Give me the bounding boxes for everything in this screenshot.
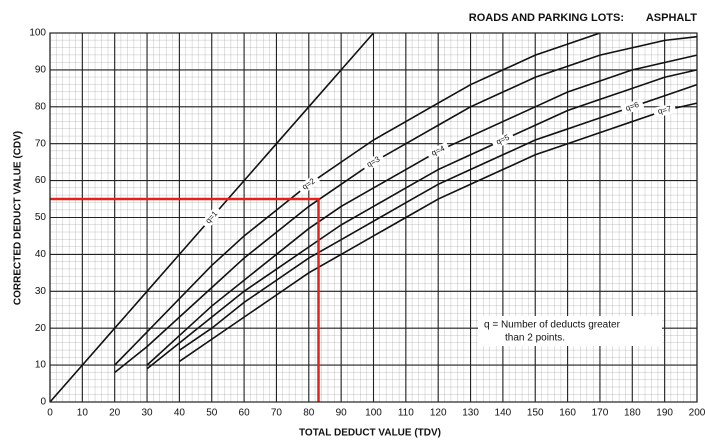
y-axis-title: CORRECTED DEDUCT VALUE (CDV) — [13, 131, 24, 305]
y-tick-label: 100 — [29, 28, 46, 39]
y-tick-label: 80 — [35, 101, 47, 112]
y-tick-label: 0 — [40, 397, 46, 408]
x-tick-label: 40 — [174, 408, 186, 419]
x-tick-label: 120 — [430, 408, 447, 419]
y-tick-label: 50 — [35, 212, 47, 223]
x-tick-label: 0 — [47, 408, 53, 419]
x-axis-title: TOTAL DEDUCT VALUE (TDV) — [299, 428, 441, 439]
note: q = Number of deducts greater than 2 poi… — [478, 316, 662, 346]
note-line: q = Number of deducts greater — [484, 320, 621, 331]
x-tick-label: 170 — [592, 408, 609, 419]
x-tick-label: 10 — [77, 408, 89, 419]
x-tick-label: 150 — [527, 408, 544, 419]
x-tick-label: 180 — [624, 408, 641, 419]
x-tick-label: 190 — [656, 408, 673, 419]
x-tick-label: 90 — [336, 408, 348, 419]
y-tick-label: 10 — [35, 360, 47, 371]
x-tick-label: 70 — [271, 408, 283, 419]
x-tick-label: 20 — [109, 408, 121, 419]
x-tick-label: 50 — [206, 408, 218, 419]
y-tick-label: 30 — [35, 286, 47, 297]
x-tick-label: 140 — [495, 408, 512, 419]
x-tick-label: 100 — [365, 408, 382, 419]
x-tick-label: 160 — [559, 408, 576, 419]
y-tick-label: 20 — [35, 323, 47, 334]
y-tick-label: 40 — [35, 249, 47, 260]
y-tick-label: 90 — [35, 65, 47, 76]
note-line: than 2 points. — [505, 333, 565, 344]
x-tick-label: 30 — [141, 408, 153, 419]
x-tick-label: 110 — [398, 408, 414, 419]
chart: ROADS AND PARKING LOTS: ASPHALT TOTAL DE… — [0, 0, 705, 441]
y-tick-label: 60 — [35, 175, 47, 186]
x-tick-label: 60 — [239, 408, 251, 419]
x-tick-label: 130 — [462, 408, 479, 419]
chart-subtitle: ASPHALT — [646, 12, 697, 24]
x-tick-label: 200 — [689, 408, 705, 419]
chart-title: ROADS AND PARKING LOTS: — [469, 12, 624, 24]
y-tick-label: 70 — [35, 138, 47, 149]
x-tick-label: 80 — [303, 408, 315, 419]
